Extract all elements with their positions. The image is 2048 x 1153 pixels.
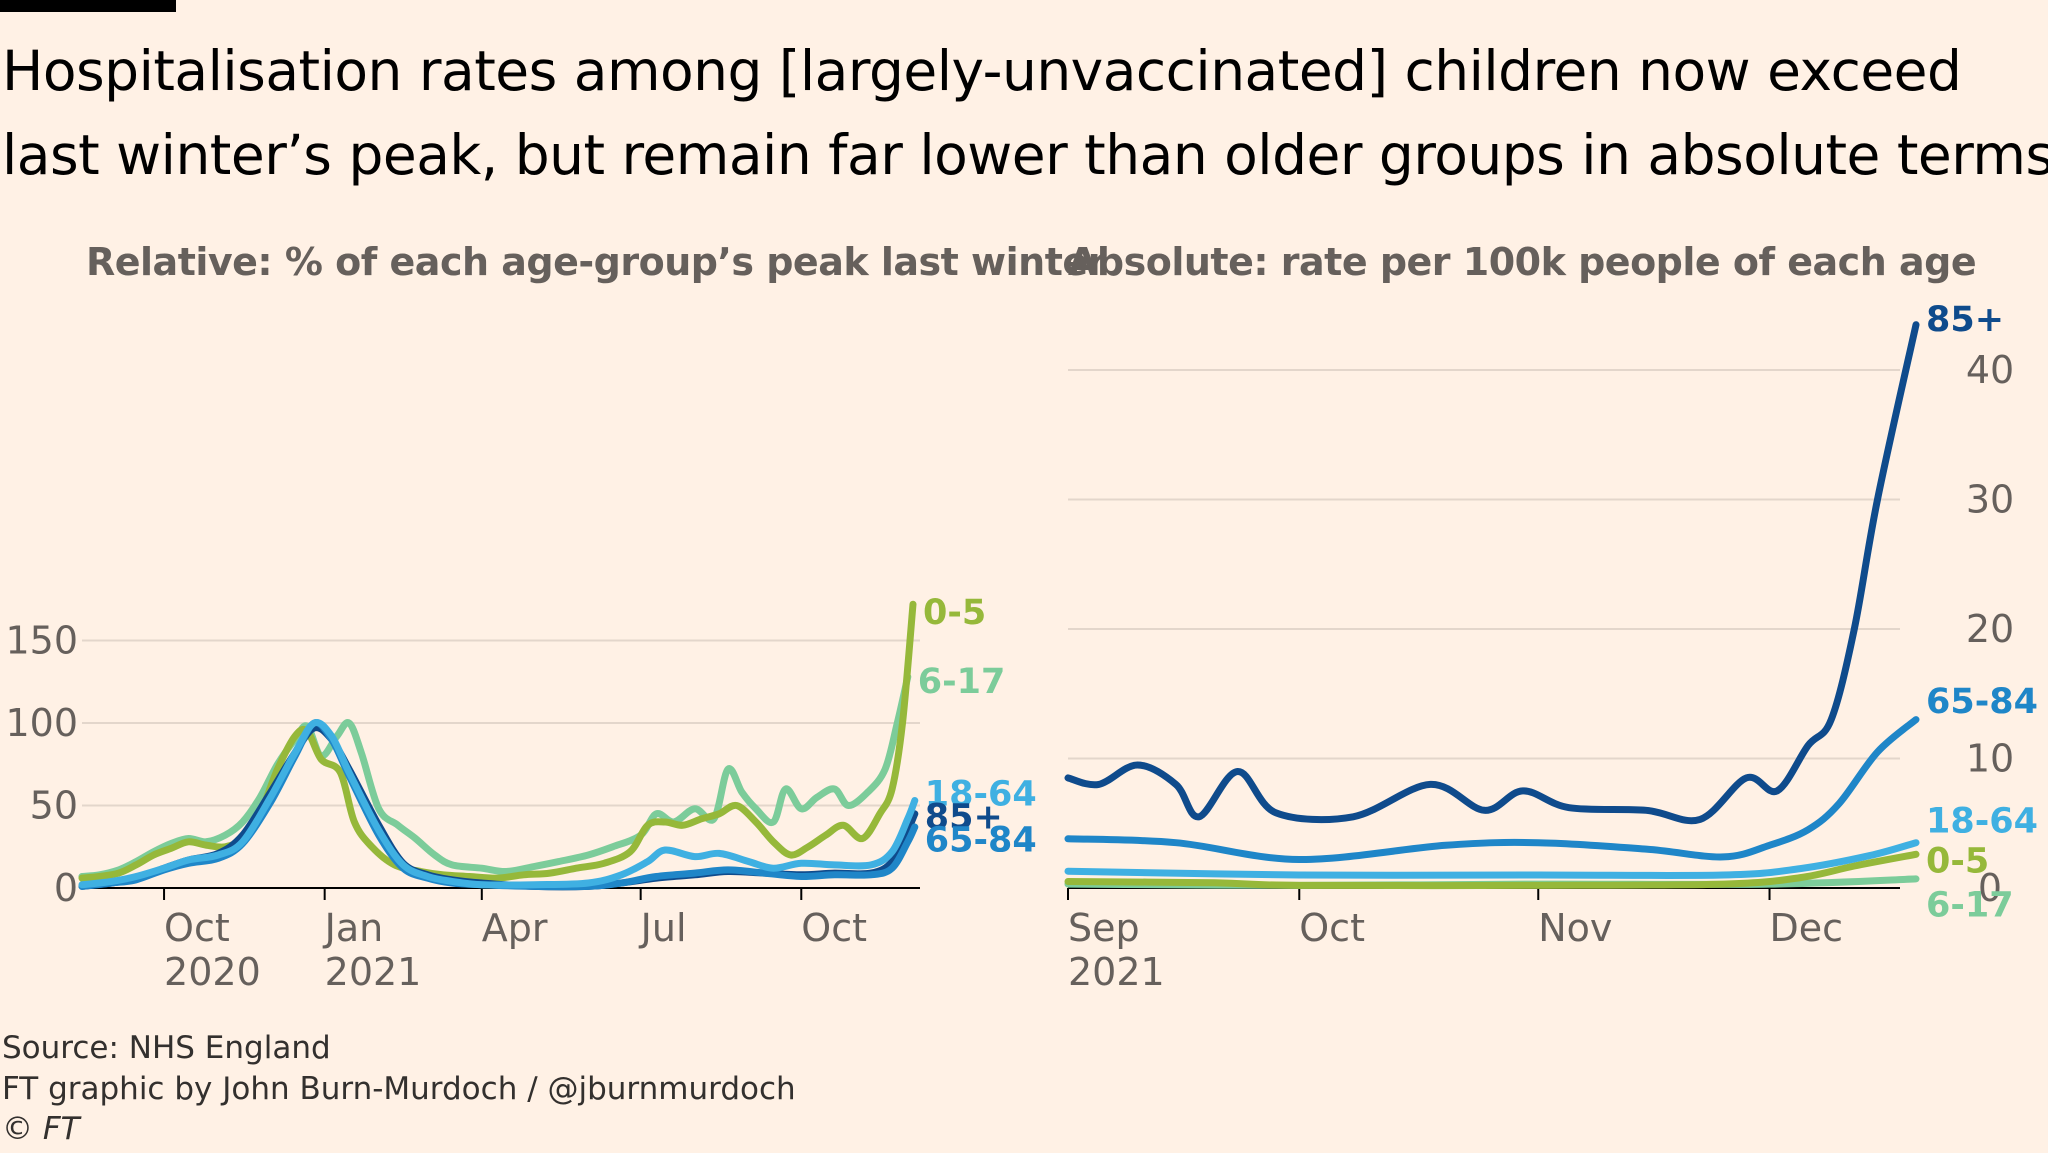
y-tick-label: 30	[1966, 478, 2014, 522]
chart-title-line-1: Hospitalisation rates among [largely-unv…	[2, 39, 1962, 103]
series-label-0-5: 0-5	[923, 593, 986, 633]
y-tick-label: 50	[30, 784, 78, 828]
x-tick-label: Jan	[323, 906, 384, 950]
series-line-6-17	[78, 673, 912, 880]
left-chart-subtitle: Relative: % of each age-group’s peak las…	[86, 240, 1106, 284]
x-tick-label: Oct	[801, 906, 867, 950]
y-tick-label: 40	[1966, 348, 2014, 392]
credit-note: FT graphic by John Burn-Murdoch / @jburn…	[2, 1071, 796, 1107]
x-tick-year-label: 2020	[164, 950, 261, 994]
chart-title-line-2: last winter’s peak, but remain far lower…	[2, 123, 2048, 187]
series-line-65-84	[1064, 716, 1920, 864]
y-tick-label: 10	[1966, 737, 2014, 781]
y-tick-label: 150	[5, 619, 78, 663]
series-label-0-5: 0-5	[1926, 842, 1989, 882]
series-line-0-5	[78, 600, 917, 882]
series-label-18-64: 18-64	[1926, 801, 2038, 841]
y-tick-label: 0	[1978, 866, 2002, 910]
x-tick-label: Apr	[482, 906, 548, 950]
series-label-65-84: 65-84	[925, 821, 1037, 861]
x-tick-year-label: 2021	[1068, 950, 1165, 994]
x-tick-label: Dec	[1770, 906, 1844, 950]
x-tick-year-label: 2021	[325, 950, 422, 994]
series-line-85+	[1064, 321, 1920, 825]
x-tick-label: Jul	[639, 906, 687, 950]
x-tick-label: Oct	[1299, 906, 1365, 950]
y-tick-label: 0	[54, 866, 78, 910]
series-label-85+: 85+	[1926, 300, 2004, 340]
right-chart-subtitle: Absolute: rate per 100k people of each a…	[1068, 240, 1977, 284]
y-tick-label: 100	[5, 701, 78, 745]
series-line-18-64	[78, 718, 919, 889]
copyright-note: © FT	[2, 1111, 80, 1147]
y-tick-label: 20	[1966, 607, 2014, 651]
x-tick-label: Nov	[1538, 906, 1612, 950]
series-label-18-64: 18-64	[925, 774, 1037, 814]
series-label-6-17: 6-17	[1926, 886, 2014, 926]
source-note: Source: NHS England	[2, 1030, 331, 1066]
x-tick-label: Oct	[164, 906, 230, 950]
x-tick-label: Sep	[1068, 906, 1140, 950]
series-label-65-84: 65-84	[1926, 682, 2038, 722]
series-line-18-64	[1064, 839, 1920, 879]
series-label-6-17: 6-17	[918, 662, 1006, 702]
series-label-85+: 85+	[925, 797, 1003, 837]
ft-top-bar	[0, 0, 176, 12]
series-line-0-5	[1064, 850, 1920, 890]
